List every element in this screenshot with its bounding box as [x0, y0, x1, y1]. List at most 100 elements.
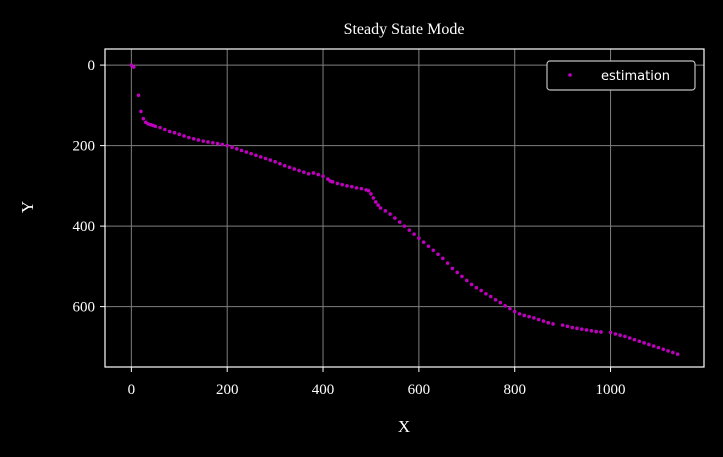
data-point	[627, 336, 632, 340]
axes-frame	[104, 48, 705, 368]
data-point	[254, 153, 258, 158]
data-point	[584, 328, 589, 332]
data-point	[431, 248, 436, 253]
data-point	[637, 339, 642, 344]
data-point	[211, 140, 215, 145]
data-point	[354, 186, 359, 190]
y-tick-label: 0	[88, 58, 96, 74]
data-point	[366, 188, 371, 193]
data-point	[187, 135, 191, 140]
data-point	[517, 312, 522, 316]
legend: estimation	[546, 60, 696, 91]
x-axis-label: X	[398, 417, 410, 436]
data-point	[661, 347, 666, 352]
data-point	[651, 344, 656, 348]
data-point	[647, 342, 651, 347]
data-point	[163, 127, 167, 132]
data-point	[131, 65, 136, 69]
data-point	[503, 304, 507, 308]
data-point	[244, 150, 249, 154]
data-point	[551, 322, 555, 326]
data-point	[608, 330, 613, 335]
data-point	[225, 143, 229, 148]
y-tick-label: 400	[73, 219, 96, 235]
data-point	[675, 352, 680, 356]
data-point	[512, 309, 517, 314]
data-point	[273, 159, 277, 164]
data-point	[589, 328, 594, 333]
data-point	[671, 350, 675, 355]
data-point	[263, 156, 268, 161]
data-point	[436, 252, 440, 257]
data-point	[599, 330, 603, 334]
x-tick-label: 800	[503, 382, 526, 398]
data-point	[488, 294, 493, 299]
data-point	[570, 325, 575, 330]
data-point	[278, 161, 282, 166]
data-point	[580, 327, 584, 331]
data-point	[541, 319, 546, 323]
data-point	[230, 145, 234, 150]
data-point	[340, 182, 345, 187]
data-point	[287, 165, 292, 170]
data-point	[426, 244, 431, 249]
data-point	[349, 184, 354, 189]
x-axis-ticks: 0 200 400 600 800 1000	[128, 367, 626, 398]
data-point	[412, 232, 416, 236]
legend-marker	[568, 73, 572, 77]
data-point	[484, 291, 488, 296]
data-point	[464, 278, 469, 283]
data-point	[632, 337, 637, 342]
data-point	[191, 136, 196, 141]
data-point	[522, 313, 527, 318]
estimation-series	[129, 63, 680, 356]
data-point	[618, 333, 622, 338]
legend-label: estimation	[601, 69, 670, 84]
data-point	[177, 132, 182, 137]
data-point	[369, 192, 373, 196]
chart-title: Steady State Mode	[344, 21, 465, 38]
data-point	[321, 174, 325, 178]
data-point	[469, 282, 474, 287]
data-point	[445, 261, 450, 265]
y-axis-label: Y	[18, 201, 37, 213]
data-point	[565, 324, 570, 329]
data-point	[546, 320, 551, 325]
data-point	[450, 266, 455, 271]
data-point	[383, 209, 388, 213]
data-point	[311, 171, 316, 175]
data-point	[378, 206, 383, 210]
data-point	[206, 140, 210, 144]
data-point	[136, 93, 141, 98]
data-point	[234, 147, 239, 151]
data-point	[335, 181, 340, 186]
data-point	[460, 274, 464, 279]
data-point	[455, 270, 460, 275]
data-point	[172, 130, 177, 135]
data-point	[167, 129, 172, 134]
data-point	[376, 203, 380, 207]
data-point	[268, 158, 273, 162]
data-point	[623, 334, 627, 339]
data-point	[316, 172, 321, 177]
data-point	[292, 167, 297, 171]
data-point	[371, 196, 376, 200]
data-point	[402, 224, 407, 228]
data-point	[201, 139, 206, 143]
y-axis-ticks: 0 200 400 600	[73, 58, 105, 316]
data-point	[575, 326, 579, 331]
data-point	[393, 216, 397, 220]
data-point	[330, 180, 335, 184]
data-point	[656, 345, 661, 350]
data-point	[417, 236, 421, 240]
data-point	[479, 288, 483, 293]
data-point	[532, 316, 536, 320]
data-point	[297, 168, 301, 173]
data-point	[666, 349, 670, 353]
data-point	[158, 125, 162, 130]
legend-box	[546, 60, 696, 91]
data-point	[153, 124, 158, 129]
data-point	[613, 332, 618, 336]
data-point	[139, 109, 143, 114]
